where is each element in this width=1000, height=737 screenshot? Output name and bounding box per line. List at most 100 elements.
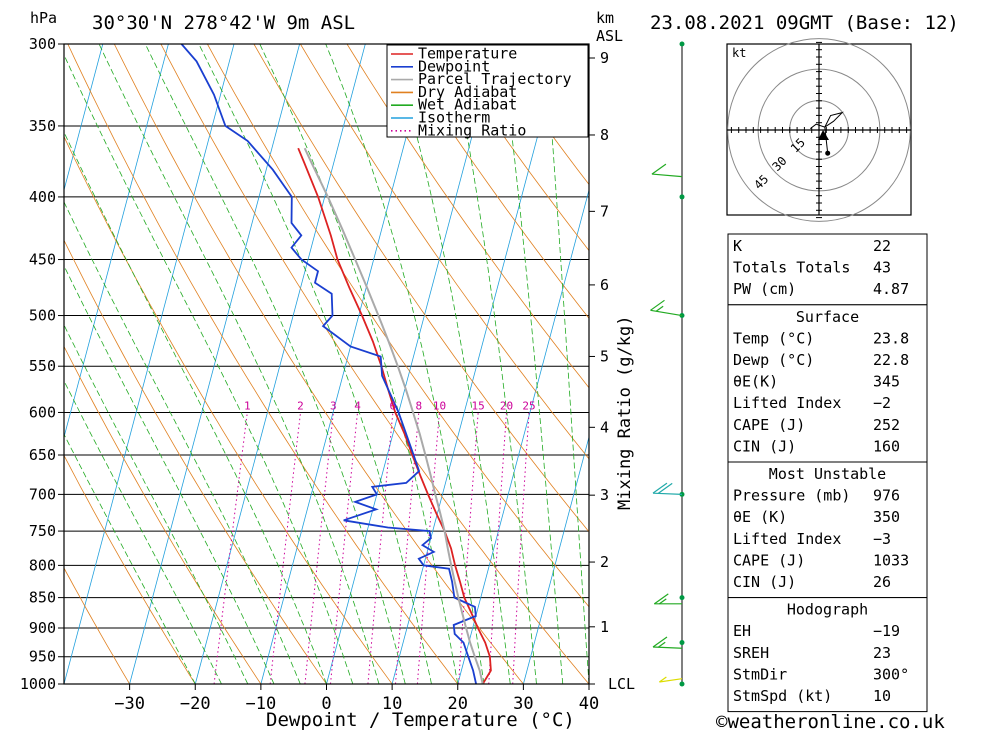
mixing-ratio-label: 25 — [522, 399, 535, 412]
km-tick-label: 5 — [600, 347, 609, 365]
dry-adiabat-line — [952, 44, 1000, 684]
wet-adiabat-lines — [0, 44, 589, 684]
km-tick-label: 1 — [600, 618, 609, 636]
datetime-label: 23.08.2021 09GMT (Base: 12) — [650, 12, 959, 34]
indices-top-label: PW (cm) — [733, 280, 796, 298]
isotherm-line — [130, 44, 300, 684]
pressure-label-300: 300 — [29, 35, 56, 53]
wind-level-dot — [680, 42, 685, 47]
indices-top-value: 22 — [873, 237, 891, 255]
hodograph-table-value: −19 — [873, 622, 900, 640]
km-unit-label: km — [596, 9, 614, 27]
mixing-ratio-label: 4 — [354, 399, 361, 412]
station-location: 30°30'N 278°42'W 9m ASL — [92, 12, 355, 34]
x-tick-label: 40 — [579, 694, 599, 714]
indices-top-value: 4.87 — [873, 280, 909, 298]
km-tick-label: 9 — [600, 49, 609, 67]
hodograph-table-label: StmSpd (kt) — [733, 687, 832, 705]
wet-adiabat-line — [545, 44, 589, 684]
mixing-ratio-label: 8 — [415, 399, 422, 412]
surface-table-value: 252 — [873, 416, 900, 434]
copyright: ©weatheronline.co.uk — [716, 711, 945, 733]
pressure-label-950: 950 — [29, 648, 56, 666]
mixing-ratio-label: 20 — [500, 399, 513, 412]
most-unstable-table-label: Lifted Index — [733, 530, 841, 548]
wind-barb-flag — [650, 300, 664, 310]
mixing-ratio-line — [214, 413, 247, 685]
pressure-label-800: 800 — [29, 556, 56, 574]
pressure-label-400: 400 — [29, 188, 56, 206]
mixing-ratio-axis-title: Mixing Ratio (g/kg) — [615, 316, 635, 510]
x-tick-label: −30 — [114, 694, 145, 714]
wind-level-dot — [680, 194, 685, 199]
surface-table-value: −2 — [873, 394, 891, 412]
hodograph-table-label: EH — [733, 622, 751, 640]
wind-barb-shaft — [653, 493, 682, 494]
mixing-ratio-line — [305, 413, 334, 685]
hodograph-table-value: 10 — [873, 687, 891, 705]
surface-table-value: 345 — [873, 373, 900, 391]
wet-adiabat-line — [24, 44, 327, 684]
most-unstable-table-label: CAPE (J) — [733, 551, 805, 569]
isotherm-line — [64, 44, 234, 684]
mixing-ratio-label: 6 — [390, 399, 397, 412]
pressure-label-350: 350 — [29, 117, 56, 135]
most-unstable-table-value: 1033 — [873, 551, 909, 569]
pressure-label-550: 550 — [29, 357, 56, 375]
wind-level-dot — [680, 640, 685, 645]
isotherm-line — [195, 44, 365, 684]
km-tick-label: 2 — [600, 553, 609, 571]
most-unstable-table-label: Pressure (mb) — [733, 487, 850, 505]
wind-barb-shaft — [650, 310, 682, 315]
wet-adiabat-line — [501, 44, 563, 684]
mixing-ratio-line — [331, 413, 358, 685]
mixing-ratio-line — [396, 413, 419, 685]
pressure-label-600: 600 — [29, 403, 56, 421]
legend-label-mixing-ratio: Mixing Ratio — [418, 121, 526, 139]
wind-barb-shaft — [653, 647, 682, 648]
km-tick-label: 8 — [600, 126, 609, 144]
pressure-label-450: 450 — [29, 251, 56, 269]
x-axis-title: Dewpoint / Temperature (°C) — [266, 709, 575, 731]
surface-table-label: CAPE (J) — [733, 416, 805, 434]
wet-adiabat-line — [145, 44, 405, 684]
most-unstable-table-value: −3 — [873, 530, 891, 548]
surface-table-label: CIN (J) — [733, 437, 796, 455]
wind-level-dot — [680, 682, 685, 687]
wind-barb-shaft — [652, 174, 682, 177]
most-unstable-table-title: Most Unstable — [769, 465, 886, 483]
hodograph-table-label: SREH — [733, 644, 769, 662]
mixing-ratio-label: 15 — [472, 399, 485, 412]
pressure-label-900: 900 — [29, 619, 56, 637]
hodograph-end-point — [825, 151, 830, 156]
hodograph-unit: kt — [732, 46, 746, 60]
isotherm-line — [327, 44, 497, 684]
mixing-ratio-lines — [214, 413, 529, 685]
wind-level-dot — [680, 595, 685, 600]
surface-table-value: 23.8 — [873, 329, 909, 347]
pressure-label-700: 700 — [29, 485, 56, 503]
mixing-ratio-label: 2 — [297, 399, 304, 412]
surface-table-label: Temp (°C) — [733, 329, 814, 347]
series-temperature — [298, 148, 491, 684]
pressure-label-850: 850 — [29, 589, 56, 607]
series-dewpoint — [182, 44, 477, 684]
dry-adiabat-line — [0, 44, 130, 684]
km-tick-label: 7 — [600, 202, 609, 220]
hodograph-table-value: 23 — [873, 644, 891, 662]
wet-adiabat-line — [260, 44, 458, 684]
dry-adiabat-line — [161, 44, 589, 684]
pressure-label-500: 500 — [29, 307, 56, 325]
asl-unit-label: ASL — [596, 27, 623, 45]
mixing-ratio-label: 10 — [433, 399, 446, 412]
mixing-ratio-label: 3 — [330, 399, 337, 412]
hpa-unit-label: hPa — [30, 9, 57, 27]
most-unstable-table-value: 350 — [873, 508, 900, 526]
surface-table-label: Lifted Index — [733, 394, 841, 412]
wet-adiabat-line — [59, 44, 353, 684]
surface-table-title: Surface — [796, 308, 859, 326]
pressure-label-750: 750 — [29, 522, 56, 540]
